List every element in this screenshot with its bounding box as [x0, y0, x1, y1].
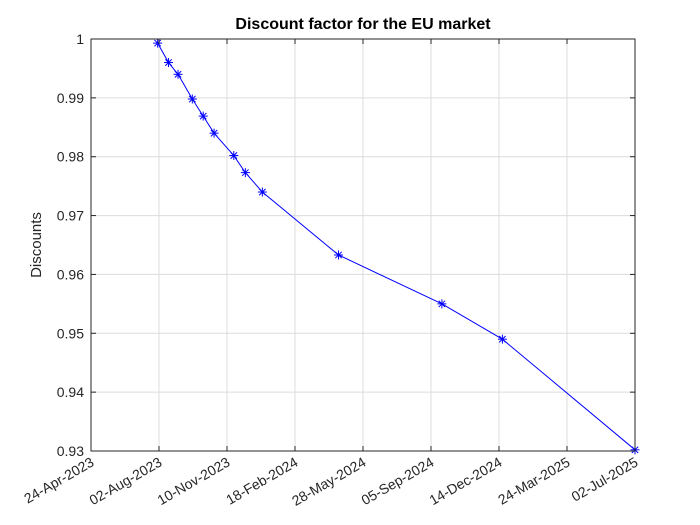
- y-tick-label: 0.93: [57, 443, 84, 459]
- marker-stroke: [174, 70, 182, 78]
- marker-stroke: [154, 39, 162, 47]
- data-point-marker: [229, 151, 239, 161]
- marker-stroke: [438, 300, 446, 308]
- y-axis-label: Discounts: [28, 212, 45, 278]
- data-point-marker: [153, 38, 163, 48]
- data-point-marker: [497, 334, 507, 344]
- data-point-marker: [240, 168, 250, 178]
- data-point-marker: [437, 299, 447, 309]
- y-tick-label: 1: [76, 31, 84, 47]
- data-point-marker: [257, 187, 267, 197]
- data-point-marker: [173, 69, 183, 79]
- data-point-marker: [187, 94, 197, 104]
- marker-stroke: [230, 152, 238, 160]
- marker-stroke: [199, 112, 207, 120]
- marker-stroke: [334, 251, 343, 259]
- marker-stroke: [164, 59, 173, 67]
- marker-stroke: [258, 188, 266, 196]
- marker-stroke: [210, 129, 218, 137]
- data-point-marker: [164, 58, 174, 68]
- y-tick-label: 0.99: [57, 90, 84, 106]
- y-tick-label: 0.98: [57, 149, 84, 165]
- chart-title: Discount factor for the EU market: [235, 16, 491, 33]
- y-tick-label: 0.94: [57, 384, 84, 400]
- y-tick-label: 0.96: [57, 266, 84, 282]
- marker-stroke: [241, 169, 249, 177]
- y-tick-label: 0.97: [57, 208, 84, 224]
- y-tick-label: 0.95: [57, 325, 84, 341]
- marker-stroke: [498, 335, 506, 343]
- data-point-marker: [334, 250, 344, 260]
- data-point-marker: [209, 128, 219, 138]
- data-point-marker: [198, 111, 208, 121]
- marker-stroke: [188, 95, 196, 103]
